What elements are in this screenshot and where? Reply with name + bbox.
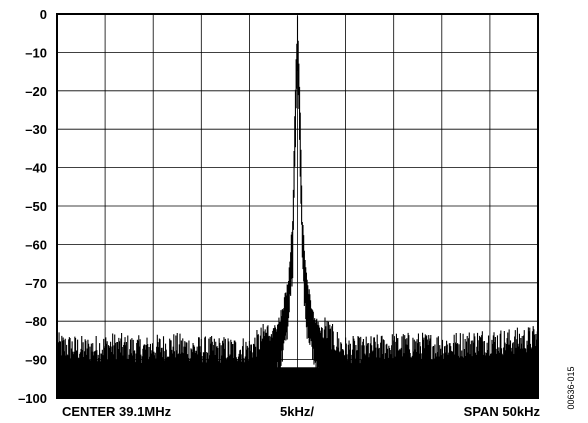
y-tick-label: –100: [18, 391, 47, 406]
y-tick-label: –20: [25, 84, 47, 99]
y-tick-label: –90: [25, 353, 47, 368]
y-tick-label: –30: [25, 122, 47, 137]
y-tick-label: –50: [25, 199, 47, 214]
center-frequency-label: CENTER 39.1MHz: [62, 404, 172, 419]
figure-id-label: 00636-015: [566, 366, 576, 409]
grid: [57, 14, 538, 398]
y-tick-label: –10: [25, 45, 47, 60]
y-axis-ticks: 0 –10 –20 –30 –40 –50 –60 –70 –80 –90 –100: [18, 7, 47, 406]
y-tick-label: –40: [25, 161, 47, 176]
noise-floor-fill: [57, 367, 538, 398]
span-per-division-label: 5kHz/: [280, 404, 314, 419]
span-label: SPAN 50kHz: [464, 404, 541, 419]
y-tick-label: 0: [40, 7, 47, 22]
y-tick-label: –60: [25, 237, 47, 252]
y-tick-label: –70: [25, 276, 47, 291]
plot-frame: [56, 13, 539, 399]
y-tick-label: –80: [25, 314, 47, 329]
